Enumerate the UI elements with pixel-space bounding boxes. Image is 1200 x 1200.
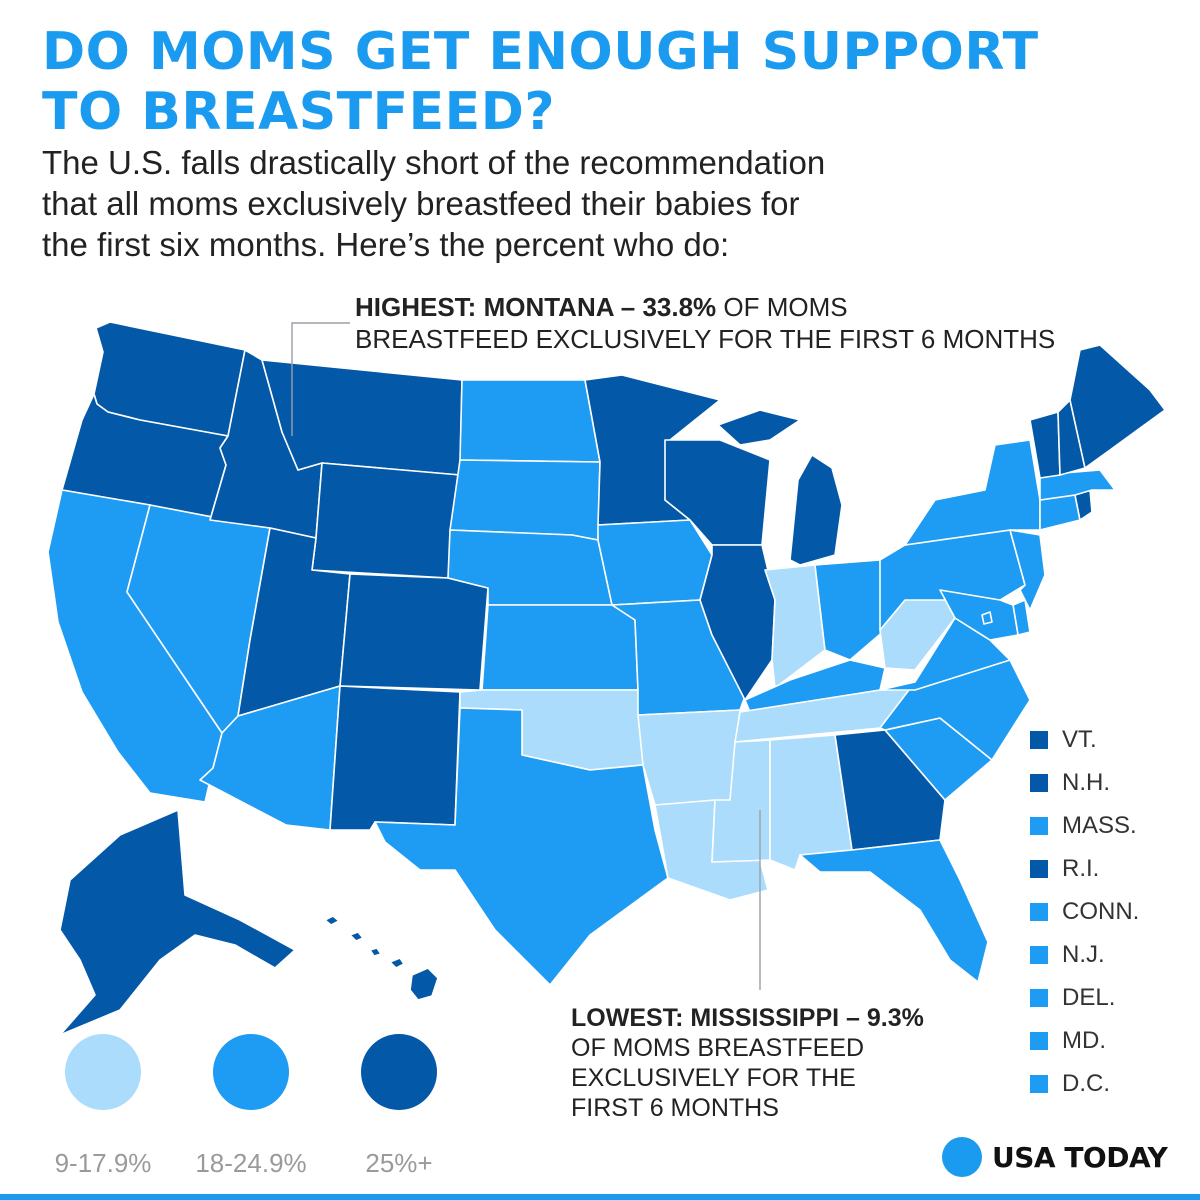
state-ma [1039, 469, 1116, 501]
callout-highest-rest: OF MOMS [716, 292, 848, 322]
ne-legend-item: N.H. [1030, 761, 1190, 804]
ne-legend-label: DEL. [1062, 984, 1116, 1012]
subtitle-line-2: that all moms exclusively breastfeed the… [42, 185, 800, 222]
ne-legend-swatch [1030, 1032, 1048, 1051]
scale-item-mid: 18-24.9% [186, 1034, 316, 1179]
ne-legend-item: CONN. [1030, 890, 1190, 933]
callout-high-leader [291, 322, 350, 436]
ne-legend-label: MD. [1062, 1027, 1106, 1055]
chart-subtitle: The U.S. falls drastically short of the … [42, 142, 1172, 265]
bottom-rule [0, 1194, 1200, 1200]
callout-highest-line-2: BREASTFEED EXCLUSIVELY FOR THE FIRST 6 M… [355, 324, 1056, 354]
callout-lowest: LOWEST: MISSISSIPPI – 9.3% OF MOMS BREAS… [571, 1003, 971, 1123]
callout-lowest-bold: LOWEST: MISSISSIPPI – 9.3% [571, 1004, 924, 1032]
ne-legend-item: D.C. [1030, 1063, 1190, 1106]
ne-legend-swatch [1030, 902, 1048, 921]
state-tx [374, 707, 669, 986]
northeast-state-legend: VT. N.H. MASS. R.I. CONN. N.J. DEL. MD. … [1030, 718, 1190, 1106]
state-ct [1039, 494, 1081, 531]
state-ar [637, 709, 741, 806]
state-nm [329, 685, 461, 831]
scale-label-mid: 18-24.9% [195, 1148, 307, 1178]
scale-dot-low [65, 1034, 141, 1110]
ne-legend-swatch [1030, 1075, 1048, 1094]
ne-legend-swatch [1030, 946, 1048, 965]
ne-legend-label: MASS. [1062, 811, 1137, 839]
state-nj [1009, 529, 1046, 611]
ne-legend-item: N.J. [1030, 933, 1190, 976]
title-line-2: TO BREASTFEED? [42, 82, 556, 142]
state-in [764, 564, 826, 689]
scale-dot-mid [213, 1034, 289, 1110]
state-fl [799, 839, 989, 983]
ne-legend-label: CONN. [1062, 897, 1140, 925]
state-sd [449, 459, 601, 541]
callout-highest-bold: HIGHEST: MONTANA – 33.8% [355, 292, 717, 322]
subtitle-line-1: The U.S. falls drastically short of the … [42, 144, 826, 181]
ne-legend-label: R.I. [1062, 854, 1100, 882]
ne-legend-swatch [1030, 989, 1048, 1008]
state-mi [717, 409, 843, 566]
ne-legend-swatch [1030, 730, 1048, 749]
ne-legend-item: MASS. [1030, 804, 1190, 847]
state-dc [981, 611, 993, 625]
state-wy [311, 462, 461, 579]
state-co [339, 573, 489, 691]
state-ak [59, 809, 296, 1036]
brand-name: USA TODAY [992, 1140, 1168, 1174]
scale-item-high: 25%+ [334, 1034, 464, 1179]
ne-legend-item: VT. [1030, 718, 1190, 761]
ne-legend-item: DEL. [1030, 977, 1190, 1020]
title-line-1: DO MOMS GET ENOUGH SUPPORT [42, 22, 1039, 82]
callout-lowest-line-4: FIRST 6 MONTHS [571, 1094, 779, 1122]
ne-legend-swatch [1030, 816, 1048, 835]
ne-legend-label: VT. [1062, 725, 1097, 753]
scale-dot-high [361, 1034, 437, 1110]
ne-legend-label: D.C. [1062, 1070, 1110, 1098]
usa-today-dot-icon [942, 1137, 982, 1177]
ne-legend-swatch [1030, 773, 1048, 792]
ne-legend-label: N.H. [1062, 768, 1110, 796]
state-ks [481, 604, 639, 691]
state-ga [834, 729, 946, 851]
subtitle-line-3: the first six months. Here’s the percent… [42, 226, 730, 263]
ne-legend-item: MD. [1030, 1020, 1190, 1063]
callout-highest: HIGHEST: MONTANA – 33.8% OF MOMS BREASTF… [355, 291, 1055, 355]
ne-legend-item: R.I. [1030, 847, 1190, 890]
scale-label-high: 25%+ [365, 1148, 433, 1178]
chart-title: DO MOMS GET ENOUGH SUPPORT TO BREASTFEED… [42, 22, 1142, 142]
callout-highest-line-1: HIGHEST: MONTANA – 33.8% OF MOMS [355, 291, 1055, 323]
ne-legend-label: N.J. [1062, 941, 1105, 969]
scale-label-low: 9-17.9% [54, 1148, 152, 1178]
state-oh [814, 559, 886, 661]
callout-lowest-line-2: OF MOMS BREASTFEED [571, 1034, 865, 1062]
state-ia [597, 519, 713, 606]
state-me [1069, 344, 1166, 469]
state-ny [904, 439, 1041, 546]
usa-today-logo: USA TODAY [942, 1137, 1168, 1177]
ne-legend-swatch [1030, 859, 1048, 878]
callout-lowest-line-3: EXCLUSIVELY FOR THE [571, 1064, 856, 1092]
scale-item-low: 9-17.9% [38, 1034, 168, 1179]
state-nd [459, 379, 601, 463]
color-scale-legend: 9-17.9% 18-24.9% 25%+ [38, 1034, 458, 1178]
state-hi [324, 915, 439, 1001]
state-md [939, 589, 1019, 641]
